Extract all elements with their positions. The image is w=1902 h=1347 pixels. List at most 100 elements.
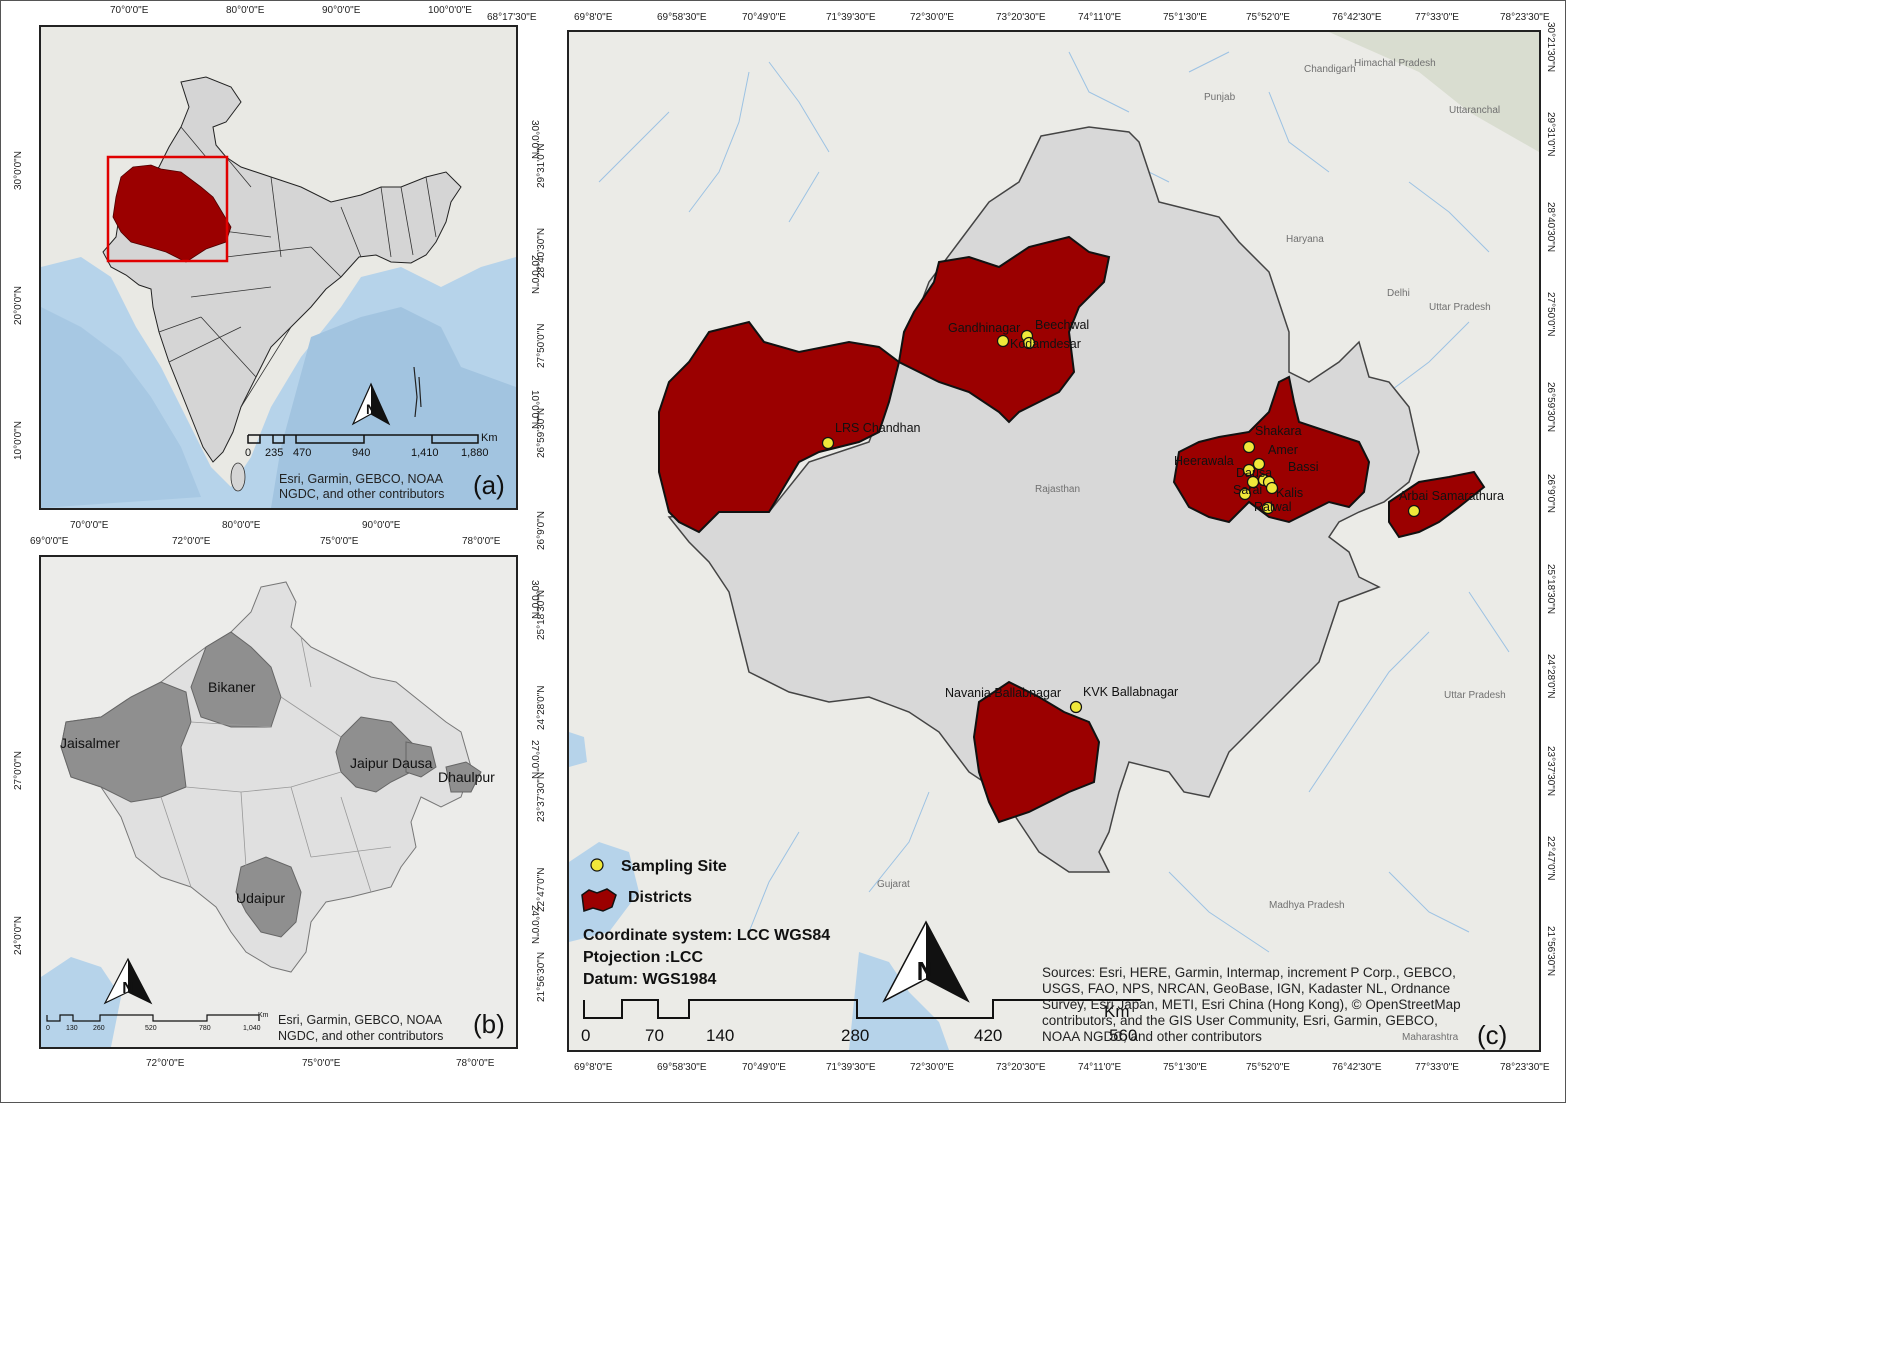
panel-b-top-tick: 69°0'0"E	[30, 536, 69, 547]
attribution-line: USGS, FAO, NPS, NRCAN, GeoBase, IGN, Kad…	[1042, 981, 1451, 996]
panel-c-right-tick: 21°56'30"N	[1545, 926, 1556, 977]
panel-a-left-tick: 10°0'0"N	[13, 421, 24, 460]
scale-unit: Km	[258, 1012, 269, 1019]
panel-c-bottom-tick: 70°49'0"E	[742, 1062, 786, 1073]
info-datum: Datum: WGS1984	[583, 971, 717, 988]
attribution-line: Esri, Garmin, GEBCO, NOAA	[279, 472, 443, 486]
panel-a-left-tick: 20°0'0"N	[13, 286, 24, 325]
panel-c-top-tick: 72°30'0"E	[910, 12, 954, 23]
panel-c-right-tick: 30°21'30"N	[1545, 22, 1556, 73]
scale-label: 0	[245, 447, 252, 459]
region-label: Maharashtra	[1402, 1032, 1459, 1043]
panel-c-right-tick: 22°47'0"N	[1545, 836, 1556, 881]
hill-shade	[1329, 32, 1539, 152]
region-label: Uttar Pradesh	[1429, 302, 1491, 313]
panel-b-scale-bar	[46, 1014, 260, 1022]
panel-c-left-tick: 21°56'30"N	[536, 951, 547, 1002]
site-label: Kalis	[1276, 486, 1304, 500]
attribution-line: contributors, and the GIS User Community…	[1042, 1013, 1438, 1028]
district-label: Bikaner	[208, 679, 256, 695]
sampling-site-marker[interactable]	[995, 333, 1011, 349]
district-polygon	[1388, 470, 1486, 539]
panel-letter: (c)	[1477, 1020, 1508, 1050]
panel-letter: (b)	[473, 1009, 505, 1039]
panel-c-top-tick: 77°33'0"E	[1415, 12, 1459, 23]
site-label: Shakara	[1255, 424, 1302, 438]
site-label: Amer	[1268, 443, 1298, 457]
panel-c-left-tick: 23°37'30"N	[536, 771, 547, 822]
sampling-site-marker[interactable]	[820, 435, 836, 451]
water-body	[569, 732, 587, 767]
site-label: Raiwal	[1254, 500, 1292, 514]
sampling-site-marker[interactable]	[1241, 439, 1257, 455]
region-label: Uttar Pradesh	[1444, 690, 1506, 701]
scale-label: 130	[66, 1025, 78, 1032]
attribution-line: NGDC, and other contributors	[278, 1029, 444, 1043]
panel-b-bottom-tick: 75°0'0"E	[302, 1058, 341, 1069]
region-label: Punjab	[1204, 92, 1236, 103]
panel-a-top-tick: 70°0'0"E	[110, 5, 149, 16]
district-label: Dhaulpur	[438, 769, 495, 785]
region-label: Uttaranchal	[1449, 105, 1501, 116]
bay-of-bengal	[271, 307, 516, 508]
region-label: Gujarat	[877, 879, 910, 890]
district-jaipur	[335, 716, 422, 793]
sampling-site-marker[interactable]	[1260, 500, 1276, 516]
sampling-site-marker[interactable]	[1251, 456, 1267, 472]
panel-a-top-tick: 100°0'0"E	[428, 5, 472, 16]
scale-label: 520	[145, 1025, 157, 1032]
panel-c-top-tick: 70°49'0"E	[742, 12, 786, 23]
north-arrow-icon: N	[351, 382, 391, 426]
panel-c-canvas	[569, 32, 1539, 1050]
panel-c-right-tick: 23°37'30"N	[1545, 746, 1556, 797]
panel-c-right-tick: 27°50'0"N	[1545, 292, 1556, 337]
rajasthan-outline	[667, 126, 1420, 873]
attribution-line: NGDC, and other contributors	[279, 487, 445, 501]
region-label: Chandigarh	[1304, 64, 1356, 75]
panel-letter: (a)	[473, 470, 505, 500]
district-dhaulpur	[445, 761, 482, 793]
panel-c-scale-bar	[583, 999, 1141, 1019]
site-label: Kodamdesar	[1010, 337, 1081, 351]
andaman-islands	[413, 366, 422, 418]
sampling-site-marker[interactable]	[1021, 335, 1037, 351]
site-label: Bassi	[1288, 460, 1319, 474]
sampling-site-marker[interactable]	[1237, 486, 1253, 502]
info-coordinate-system: Coordinate system: LCC WGS84	[583, 927, 831, 944]
state-boundaries	[140, 126, 437, 408]
sampling-site-marker[interactable]	[1241, 462, 1257, 478]
attribution-line: Survey, Esri Japan, METI, Esri China (Ho…	[1042, 997, 1461, 1012]
svg-text:N: N	[917, 956, 936, 986]
panel-c-right-tick: 24°28'0"N	[1545, 654, 1556, 699]
legend-site-icon	[590, 858, 604, 872]
district-label: Dausa	[392, 755, 433, 771]
panel-c-left-tick: 22°47'0"N	[536, 867, 547, 913]
panel-c-left-tick: 27°50'0"N	[536, 323, 547, 369]
district-polygon	[658, 320, 901, 534]
sampling-site-marker[interactable]	[1264, 480, 1280, 496]
scale-label: 1,040	[243, 1025, 261, 1032]
scale-label: 470	[293, 447, 312, 459]
panel-c-top-tick: 71°39'30"E	[826, 12, 876, 23]
svg-text:N: N	[366, 401, 376, 417]
district-dausa	[405, 741, 437, 778]
district-udaipur	[235, 856, 302, 938]
scale-unit: Km	[1104, 1002, 1130, 1021]
scale-label: 0	[46, 1025, 50, 1032]
panel-c-bottom-tick: 78°23'30"E	[1500, 1062, 1550, 1073]
panel-c-right-tick: 26°9'0"N	[1545, 474, 1556, 513]
region-label: Madhya Pradesh	[1269, 900, 1345, 911]
site-label: Gandhinagar	[948, 321, 1021, 335]
sampling-site-marker[interactable]	[1068, 699, 1084, 715]
panel-c-bottom-tick: 75°1'30"E	[1163, 1062, 1207, 1073]
site-label: KVK Ballabnagar	[1083, 685, 1179, 699]
panel-c-top-tick: 73°20'30"E	[996, 12, 1046, 23]
panel-c-left-tick: 28°40'30"N	[536, 227, 547, 278]
region-label: Delhi	[1387, 288, 1410, 299]
panel-c-bottom-tick: 71°39'30"E	[826, 1062, 876, 1073]
site-label: Beechwal	[1035, 318, 1090, 332]
sampling-site-marker[interactable]	[1406, 503, 1422, 519]
panel-c-top-tick: 69°8'0"E	[574, 12, 613, 23]
info-projection: Ptojection :LCC	[583, 949, 703, 966]
sampling-site-marker[interactable]	[1245, 474, 1261, 490]
